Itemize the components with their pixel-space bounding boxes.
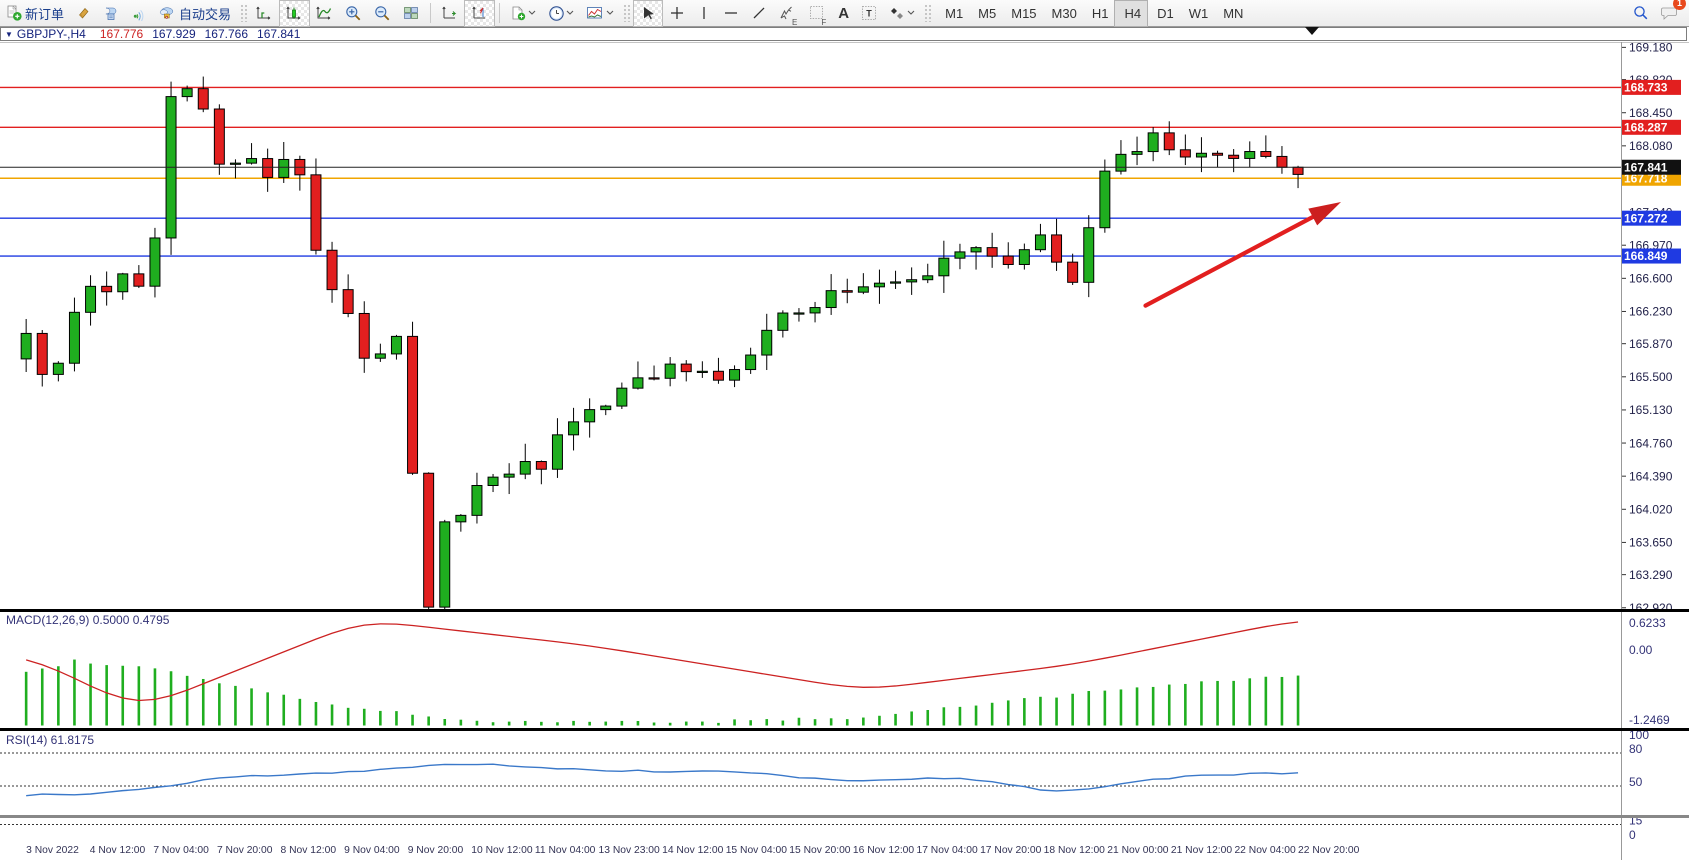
svg-text:10 Nov 12:00: 10 Nov 12:00: [471, 845, 533, 856]
svg-text:15 Nov 20:00: 15 Nov 20:00: [789, 845, 851, 856]
svg-text:7 Nov 04:00: 7 Nov 04:00: [153, 845, 209, 856]
svg-text:163.650: 163.650: [1629, 536, 1673, 550]
svg-text:165.500: 165.500: [1629, 370, 1673, 384]
svg-text:11 Nov 04:00: 11 Nov 04:00: [535, 845, 596, 856]
svg-text:16 Nov 12:00: 16 Nov 12:00: [853, 845, 915, 856]
svg-text:164.760: 164.760: [1629, 436, 1673, 450]
svg-text:9 Nov 20:00: 9 Nov 20:00: [408, 845, 464, 856]
svg-text:164.390: 164.390: [1629, 469, 1673, 483]
svg-text:T: T: [866, 9, 872, 19]
svg-text:0: 0: [1629, 828, 1636, 842]
svg-text:168.450: 168.450: [1629, 106, 1673, 120]
svg-text:RSI(14) 61.8175: RSI(14) 61.8175: [6, 733, 94, 747]
svg-text:164.020: 164.020: [1629, 502, 1673, 516]
svg-text:MACD(12,26,9) 0.5000 0.4795: MACD(12,26,9) 0.5000 0.4795: [6, 613, 170, 627]
svg-text:166.230: 166.230: [1629, 305, 1673, 319]
svg-text:14 Nov 12:00: 14 Nov 12:00: [662, 845, 724, 856]
svg-text:7 Nov 20:00: 7 Nov 20:00: [217, 845, 273, 856]
svg-text:-1.2469: -1.2469: [1629, 713, 1670, 727]
svg-text:0.00: 0.00: [1629, 643, 1653, 657]
svg-text:21 Nov 12:00: 21 Nov 12:00: [1171, 845, 1233, 856]
svg-text:18 Nov 12:00: 18 Nov 12:00: [1044, 845, 1106, 856]
svg-text:167.272: 167.272: [1624, 211, 1668, 225]
svg-text:15 Nov 04:00: 15 Nov 04:00: [726, 845, 788, 856]
svg-text:80: 80: [1629, 742, 1643, 756]
svg-text:166.849: 166.849: [1624, 249, 1668, 263]
svg-text:17 Nov 04:00: 17 Nov 04:00: [916, 845, 978, 856]
svg-text:17 Nov 20:00: 17 Nov 20:00: [980, 845, 1042, 856]
svg-text:168.080: 168.080: [1629, 139, 1673, 153]
svg-text:168.287: 168.287: [1624, 121, 1668, 135]
svg-text:165.130: 165.130: [1629, 403, 1673, 417]
svg-text:166.600: 166.600: [1629, 272, 1673, 286]
svg-text:165.870: 165.870: [1629, 337, 1673, 351]
svg-text:168.733: 168.733: [1624, 81, 1668, 95]
svg-text:4 Nov 12:00: 4 Nov 12:00: [90, 845, 146, 856]
svg-text:8 Nov 12:00: 8 Nov 12:00: [281, 845, 337, 856]
svg-text:163.290: 163.290: [1629, 568, 1673, 582]
svg-text:22 Nov 04:00: 22 Nov 04:00: [1234, 845, 1296, 856]
svg-text:13 Nov 23:00: 13 Nov 23:00: [599, 845, 661, 856]
svg-text:169.180: 169.180: [1629, 42, 1673, 55]
svg-text:21 Nov 00:00: 21 Nov 00:00: [1107, 845, 1169, 856]
svg-text:3 Nov 2022: 3 Nov 2022: [26, 845, 79, 856]
svg-text:9 Nov 04:00: 9 Nov 04:00: [344, 845, 400, 856]
svg-text:167.841: 167.841: [1624, 160, 1668, 174]
svg-text:22 Nov 20:00: 22 Nov 20:00: [1298, 845, 1360, 856]
svg-text:50: 50: [1629, 775, 1643, 789]
svg-text:0.6233: 0.6233: [1629, 616, 1666, 630]
